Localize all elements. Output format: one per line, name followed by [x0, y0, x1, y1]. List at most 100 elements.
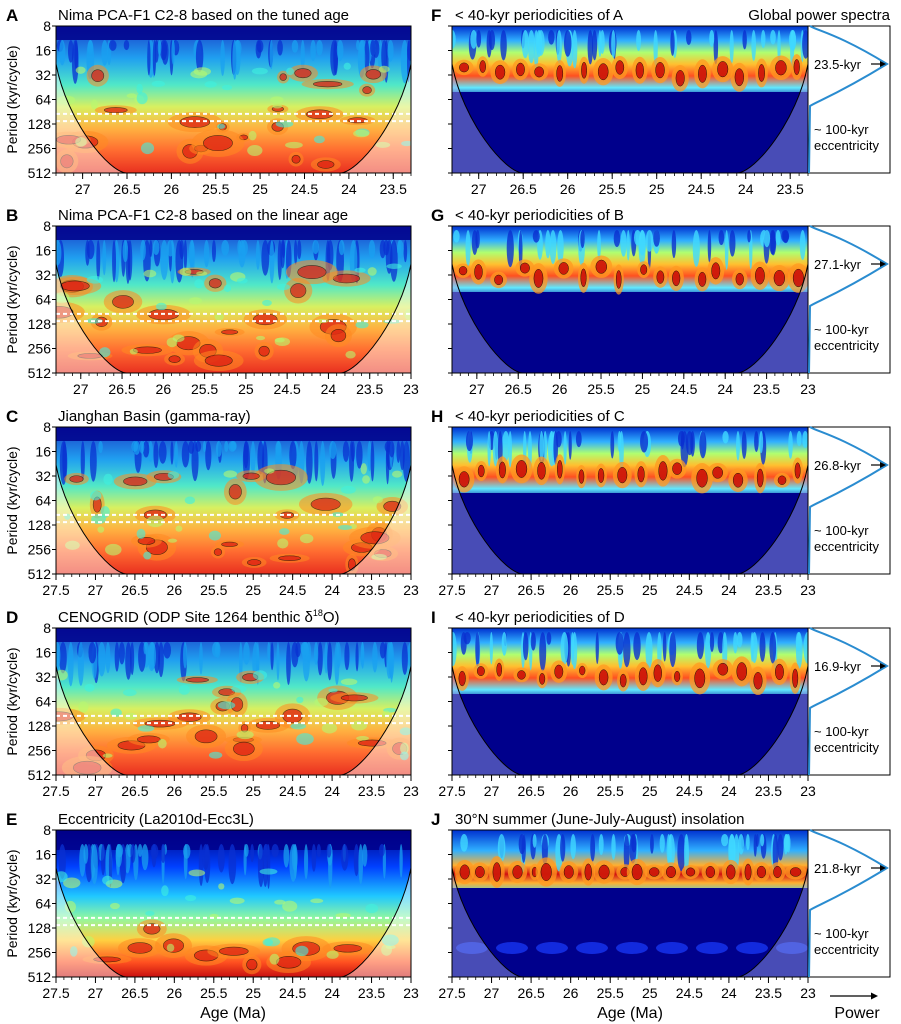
panel-B-x-tick-label: 27 [73, 381, 89, 397]
panel-B: B Nima PCA-F1 C2-8 based on the linear ag… [4, 206, 419, 397]
panel-J-streak [631, 834, 637, 853]
panel-D-streak [276, 642, 280, 681]
panel-A-y-tick-label: 16 [35, 43, 51, 59]
panel-G-streak [580, 230, 585, 249]
panel-J-x-tick-label: 24.5 [676, 985, 703, 1001]
panel-C-speckle [391, 470, 403, 478]
panel-H-power-core [498, 461, 506, 479]
panel-C-plot [56, 427, 411, 574]
panel-J-y-axis [448, 829, 452, 978]
panel-A-y-tick-label: 8 [43, 18, 51, 34]
panel-C-speckle [299, 533, 314, 544]
panel-B-speckle [236, 277, 248, 284]
panel-J-lowband-blob [456, 942, 488, 954]
panel-E-speckle [326, 950, 339, 959]
panel-A-streak [387, 40, 394, 62]
panel-J-power-core [631, 863, 643, 881]
panel-I-streak [460, 632, 467, 655]
panel-F-spectrum-curve [808, 25, 889, 174]
panel-A-streak [160, 40, 168, 61]
panel-E-speckle [166, 943, 175, 952]
panel-I-streak [736, 632, 743, 648]
panel-A-streak [381, 40, 387, 72]
panel-B-title: Nima PCA-F1 C2-8 based on the linear age [58, 207, 348, 224]
panel-G-x-axis: 27 26.5 26 25.5 25 24.5 24 23.5 23 [451, 373, 816, 397]
panel-A-streak [109, 40, 117, 51]
panel-B-streak [166, 240, 174, 257]
panel-I-x-tick-label: 23.5 [755, 783, 782, 799]
panel-C-top-band [56, 427, 411, 441]
panel-I-power-core [517, 670, 526, 680]
panel-J-ecc-line2: eccentricity [814, 942, 880, 957]
panel-I-title: < 40-kyr periodicities of D [455, 609, 625, 626]
panel-D-x-tick-label: 25 [245, 783, 261, 799]
panel-D-streak [324, 642, 329, 674]
panel-E-speckle [145, 910, 155, 916]
panel-F-power-core [698, 64, 707, 83]
panel-A-streak [370, 40, 376, 57]
panel-J-x-axis: 27.5 27 26.5 26 25.5 25 24.5 24 23.5 23 [438, 977, 816, 1001]
panel-C-x-axis: 27.5 27 26.5 26 25.5 25 24.5 24 23.5 23 [42, 574, 419, 598]
panel-B-speckle [143, 269, 157, 278]
panel-I-spectrum-curve [808, 627, 889, 776]
panel-E-speckle [110, 902, 120, 910]
panel-J-streak [733, 834, 740, 870]
panel-D-y-tick-label: 32 [35, 669, 51, 685]
panel-J-streak [532, 834, 537, 848]
panel-C-power-core [278, 555, 301, 561]
panel-J-title: 30°N summer (June-July-August) insolatio… [455, 811, 744, 828]
panel-C-speckle [279, 528, 290, 535]
panel-H-streak [741, 431, 747, 459]
panel-A-power-core [91, 69, 105, 82]
panel-D-y-tick-label: 128 [28, 718, 52, 734]
panel-D-streak [130, 642, 135, 676]
panel-D-speckle [340, 678, 358, 686]
panel-C-letter: C [6, 407, 18, 426]
panel-A-streak [291, 40, 299, 53]
panel-A-speckle [343, 62, 351, 70]
panel-C-streak [80, 441, 85, 481]
panel-H-power-core [578, 469, 585, 484]
panel-G-power-core [615, 270, 622, 289]
panel-E-speckle [365, 903, 379, 914]
panel-D-streak [401, 642, 408, 675]
panel-D-streak [344, 642, 350, 671]
panel-H-streak [690, 431, 695, 457]
panel-J-peak-arrowhead [880, 865, 886, 871]
panel-H-ecc-line1: ~ 100-kyr [814, 523, 869, 538]
panel-A-power-core [103, 107, 128, 114]
panel-I-power-core [792, 668, 799, 688]
panel-I-power-core [598, 669, 609, 686]
panel-C-streak [215, 441, 222, 457]
panel-H-power-core [597, 468, 605, 483]
panel-G-peak-label: 27.1-kyr [814, 257, 862, 272]
panel-F-x-tick-label: 27 [471, 181, 487, 197]
panel-A-y-tick-label: 64 [35, 92, 51, 108]
panel-E-streak [115, 844, 123, 868]
panel-I-power-core [653, 664, 662, 682]
panel-F-streak [729, 30, 734, 64]
panel-F-power-core [516, 62, 525, 77]
panel-G-streak [549, 230, 557, 265]
panel-B-y-tick-label: 32 [35, 267, 51, 283]
panel-J-shade [452, 868, 808, 977]
panel-G-streak [645, 230, 654, 252]
panel-G-title: < 40-kyr periodicities of B [455, 207, 624, 224]
panel-E-power-core [246, 958, 258, 971]
panel-A-x-tick-label: 23.5 [380, 181, 407, 197]
panel-A-speckle [270, 96, 284, 104]
panel-A-speckle [190, 69, 208, 79]
panel-F-power-core [655, 62, 665, 79]
panel-E-speckle [310, 898, 324, 904]
panel-G-power-core [711, 262, 721, 280]
panel-B-power-core [297, 265, 327, 280]
panel-D-x-tick-label: 24.5 [279, 783, 306, 799]
panel-A-y-tick-label: 256 [28, 141, 52, 157]
panel-J-streak [521, 834, 526, 863]
panel-J: J 30°N summer (June-July-August) insolati… [431, 810, 891, 1001]
panel-C-speckle [143, 551, 152, 560]
panel-I-low-power [452, 694, 808, 775]
panel-E-speckle [264, 937, 281, 947]
panel-E-streak [243, 844, 247, 876]
